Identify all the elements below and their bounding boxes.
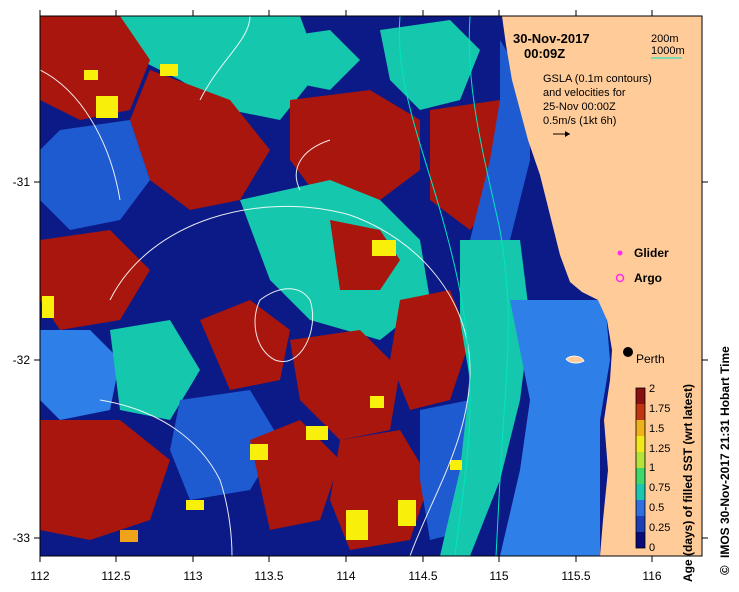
contour-1000-label: 1000m — [651, 45, 685, 57]
colorbar-segment — [636, 484, 645, 500]
colorbar-tick: 0.25 — [649, 522, 670, 534]
x-tick-label: 115.5 — [561, 569, 590, 583]
gsla-line-1: GSLA (0.1m contours) — [543, 73, 652, 85]
colorbar-tick: 0.5 — [649, 502, 664, 514]
colorbar-segment — [636, 436, 645, 452]
bathymetry-contours — [398, 16, 509, 556]
x-tick-label: 115 — [489, 569, 508, 583]
credit-text: IMOS 30-Nov-2017 21:31 Hobart Time — [718, 346, 732, 558]
colorbar-tick: 0 — [649, 542, 655, 554]
x-axis: 112 112.5 113 113.5 114 114.5 115 115.5 … — [30, 10, 662, 583]
land-mass — [502, 16, 702, 556]
colorbar-tick: 2 — [649, 383, 655, 395]
map-plot-area — [40, 16, 702, 556]
header-time: 00:09Z — [524, 46, 565, 61]
y-axis: -31 -32 -33 — [13, 175, 708, 545]
colorbar-tick: 0.75 — [649, 482, 670, 494]
colorbar-segment — [636, 532, 645, 548]
colorbar-segment — [636, 516, 645, 532]
argo-label: Argo — [634, 271, 662, 285]
x-tick-label: 113 — [183, 569, 202, 583]
x-tick-label: 113.5 — [254, 569, 283, 583]
gsla-contours — [40, 16, 471, 556]
colorbar-tick: 1.25 — [649, 443, 670, 455]
x-tick-label: 116 — [642, 569, 661, 583]
gsla-line-4: 0.5m/s (1kt 6h) — [543, 115, 616, 127]
gsla-line-2: and velocities for — [543, 87, 626, 99]
contour-200-label: 200m — [651, 33, 679, 45]
argo-legend-marker — [615, 273, 625, 283]
sst-field — [40, 16, 610, 556]
perth-label: Perth — [636, 352, 665, 366]
x-tick-label: 114 — [336, 569, 355, 583]
colorbar-segment — [636, 420, 645, 436]
colorbar-segment — [636, 404, 645, 420]
colorbar-segment — [636, 500, 645, 516]
perth-marker — [623, 347, 633, 357]
x-tick-label: 112 — [30, 569, 49, 583]
glider-label: Glider — [634, 246, 669, 260]
x-tick-label: 114.5 — [408, 569, 437, 583]
colorbar-tick: 1.5 — [649, 423, 664, 435]
glider-legend-marker — [617, 250, 623, 256]
colorbar-tick: 1 — [649, 462, 655, 474]
colorbar-tick: 1.75 — [649, 403, 670, 415]
x-tick-label: 112.5 — [101, 569, 130, 583]
y-tick-label: -33 — [13, 531, 31, 545]
colorbar-segment — [636, 468, 645, 484]
header-date: 30-Nov-2017 — [513, 31, 590, 46]
colorbar-title: Age (days) of filled SST (wrt latest) — [681, 384, 695, 582]
gsla-line-3: 25-Nov 00:00Z — [543, 101, 616, 113]
y-tick-label: -31 — [13, 175, 31, 189]
colorbar-segment — [636, 452, 645, 468]
y-tick-label: -32 — [13, 353, 31, 367]
colorbar: 2 1.75 1.5 1.25 1 0.75 0.5 0.25 0 — [635, 383, 670, 554]
velocity-scale-arrow — [553, 131, 570, 137]
copyright-symbol: © — [717, 565, 732, 575]
colorbar-segment — [636, 388, 645, 404]
rottnest-island — [565, 355, 585, 364]
